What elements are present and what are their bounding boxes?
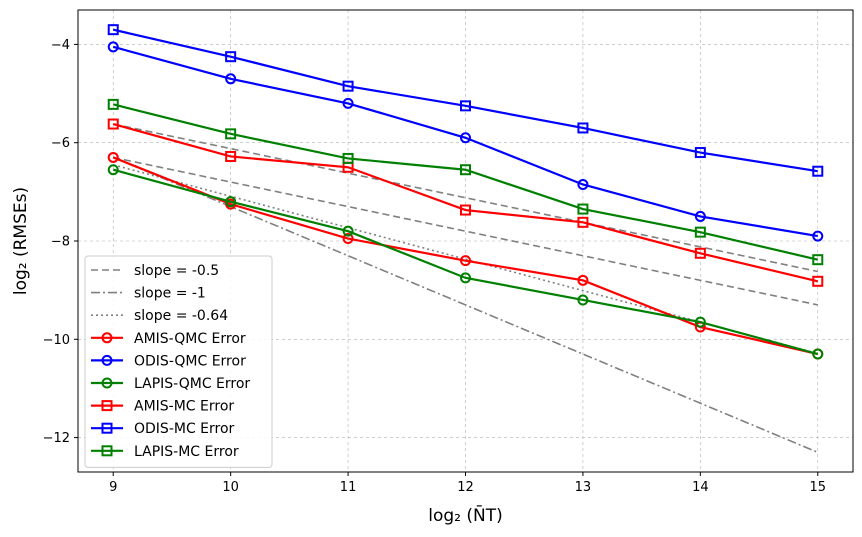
y-tick-label: −4 xyxy=(51,38,70,53)
data-point xyxy=(694,226,706,238)
data-point xyxy=(342,233,354,245)
y-tick-label: −12 xyxy=(43,431,70,446)
data-point xyxy=(577,216,589,228)
x-tick-label: 10 xyxy=(222,480,239,495)
data-point xyxy=(225,51,237,63)
legend: slope = -0.5 slope = -1 slope = -0.64 AMIS-… xyxy=(84,255,273,468)
series-line xyxy=(112,168,819,356)
x-axis-ticks: 9 10 11 12 13 14 15 xyxy=(109,472,826,495)
data-point xyxy=(107,41,119,53)
legend-marker xyxy=(101,422,113,434)
data-point xyxy=(460,164,471,176)
series-group xyxy=(107,118,824,287)
series-group xyxy=(107,41,824,242)
data-point xyxy=(812,165,824,177)
data-point xyxy=(225,150,237,162)
data-point xyxy=(342,152,354,164)
data-point xyxy=(460,255,471,267)
legend-label: slope = -0.5 xyxy=(134,263,219,279)
data-point xyxy=(225,73,237,85)
data-point xyxy=(577,122,589,134)
legend-box xyxy=(84,255,273,468)
legend-label: ODIS-MC Error xyxy=(134,421,235,437)
legend-label: slope = -1 xyxy=(134,286,206,302)
data-point xyxy=(342,80,354,92)
x-tick-label: 15 xyxy=(809,480,826,495)
series-group xyxy=(107,164,824,360)
data-point xyxy=(577,178,589,190)
series-line xyxy=(112,122,819,283)
legend-label: ODIS-QMC Error xyxy=(134,353,246,369)
x-tick-label: 14 xyxy=(692,480,709,495)
series-group xyxy=(107,98,824,266)
reference-line xyxy=(113,156,818,306)
legend-marker xyxy=(101,400,113,412)
data-point xyxy=(225,196,237,208)
y-axis-ticks: −12 −10 −8 −6 −4 xyxy=(43,38,78,446)
x-axis-label: log₂ (N̄T) xyxy=(428,504,503,526)
legend-item: ODIS-QMC Error xyxy=(91,353,246,369)
data-point xyxy=(107,164,119,176)
data-point xyxy=(694,210,706,222)
y-tick-label: −8 xyxy=(51,235,70,250)
legend-item: ODIS-MC Error xyxy=(91,421,235,437)
x-tick-label: 13 xyxy=(575,480,592,495)
data-point xyxy=(694,316,706,328)
data-point xyxy=(694,247,706,259)
data-point xyxy=(812,254,824,266)
y-tick-label: −10 xyxy=(43,333,70,348)
data-point xyxy=(107,118,119,130)
data-point xyxy=(577,294,589,306)
data-point xyxy=(460,204,471,216)
data-point xyxy=(107,98,119,110)
legend-item: AMIS-MC Error xyxy=(91,399,234,415)
legend-item: LAPIS-QMC Error xyxy=(91,376,250,392)
legend-marker xyxy=(101,445,113,457)
data-point xyxy=(225,128,237,140)
data-point xyxy=(107,24,119,36)
data-point xyxy=(812,275,824,287)
legend-label: LAPIS-QMC Error xyxy=(134,376,250,392)
data-point xyxy=(107,151,119,163)
legend-item: slope = -0.64 xyxy=(91,308,228,324)
data-point xyxy=(342,225,354,237)
series-line xyxy=(112,28,818,173)
x-tick-label: 11 xyxy=(340,480,357,495)
data-point xyxy=(577,274,589,286)
x-tick-label: 9 xyxy=(109,480,117,495)
legend-item: slope = -1 xyxy=(91,286,206,302)
y-tick-label: −6 xyxy=(51,136,70,151)
series-line xyxy=(112,45,818,238)
legend-item: slope = -0.5 xyxy=(91,263,219,279)
data-point xyxy=(460,100,471,112)
data-series xyxy=(107,24,824,360)
series-group xyxy=(107,24,824,177)
data-point xyxy=(460,272,471,284)
data-point xyxy=(342,97,354,109)
legend-label: slope = -0.64 xyxy=(134,308,228,324)
y-axis-label: log₂ (RMSEs) xyxy=(11,187,31,295)
legend-item: LAPIS-MC Error xyxy=(91,444,239,460)
legend-marker xyxy=(101,377,113,389)
data-point xyxy=(812,348,824,360)
x-tick-label: 12 xyxy=(457,480,474,495)
legend-label: AMIS-QMC Error xyxy=(134,331,246,347)
legend-marker xyxy=(101,354,113,366)
legend-marker xyxy=(101,332,113,344)
legend-item: AMIS-QMC Error xyxy=(91,331,246,347)
data-point xyxy=(812,230,824,242)
reference-line xyxy=(113,123,818,273)
data-point xyxy=(460,132,471,144)
series-line xyxy=(112,103,819,261)
legend-label: AMIS-MC Error xyxy=(134,399,234,415)
data-point xyxy=(577,203,589,215)
legend-label: LAPIS-MC Error xyxy=(134,444,239,460)
data-point xyxy=(694,147,706,159)
